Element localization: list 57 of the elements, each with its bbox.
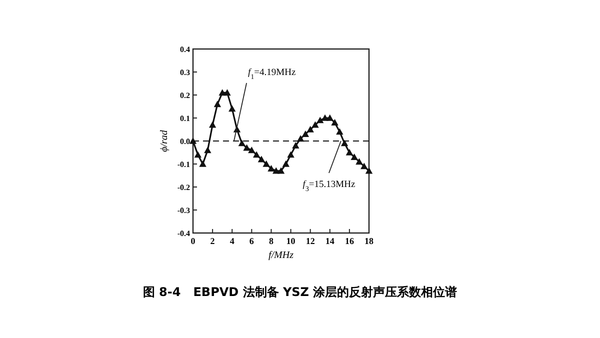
x-tick-label: 6	[249, 236, 254, 246]
y-axis-title: ϕ/rad	[159, 129, 170, 152]
y-tick-label: 0.3	[180, 68, 190, 77]
point	[268, 165, 275, 172]
point	[208, 121, 216, 128]
point	[346, 148, 354, 156]
point	[189, 137, 197, 144]
point	[365, 167, 373, 174]
point	[262, 160, 270, 167]
x-tick-label: 12	[306, 236, 316, 246]
point	[292, 142, 300, 148]
y-tick-label: 0.1	[180, 114, 190, 123]
y-tick-label: -0.1	[177, 160, 190, 169]
point	[336, 128, 344, 135]
point	[238, 140, 246, 146]
point	[360, 162, 368, 170]
x-tick-label: 18	[364, 236, 374, 246]
point	[277, 167, 285, 174]
y-tick-label: -0.2	[177, 183, 190, 192]
point	[282, 160, 290, 167]
annotation: f$_{3}$=15.13MHz	[302, 180, 356, 193]
point	[326, 114, 334, 121]
x-tick-label: 4	[230, 236, 235, 246]
point	[312, 121, 319, 128]
x-axis-title: f/MHz	[268, 250, 294, 261]
point	[356, 158, 363, 165]
point	[287, 151, 294, 158]
point	[228, 105, 236, 112]
x-tick-label: 10	[286, 236, 296, 246]
x-tick-label: 2	[210, 236, 216, 246]
point	[224, 89, 231, 96]
point	[248, 146, 256, 154]
point	[306, 126, 314, 132]
x-tick-label: 16	[344, 236, 354, 246]
y-tick-label: 0.4	[180, 45, 190, 54]
point	[316, 116, 324, 124]
text: 图 8-4 EBPVD 法制备 YSZ 涂层的反射声压系数相位谱	[142, 285, 458, 299]
x-tick-label: 8	[268, 236, 274, 246]
y-tick-label: 0.0	[180, 137, 190, 146]
point	[302, 130, 310, 137]
x-tick-label: 14	[325, 236, 335, 246]
x-tick-label: 0	[190, 236, 196, 246]
point	[243, 144, 250, 151]
point	[258, 156, 266, 162]
point	[350, 154, 358, 160]
point	[214, 100, 222, 108]
annotation: f$_{1}$=4.19MHz	[248, 68, 296, 81]
y-tick-label: 0.2	[180, 91, 190, 100]
y-tick-label: -0.3	[177, 206, 190, 215]
point	[331, 119, 338, 126]
point	[252, 151, 260, 158]
point	[296, 135, 304, 142]
point	[194, 151, 202, 158]
point	[340, 140, 348, 146]
point	[204, 146, 212, 154]
y-tick-label: -0.4	[177, 229, 190, 238]
point	[199, 160, 206, 167]
